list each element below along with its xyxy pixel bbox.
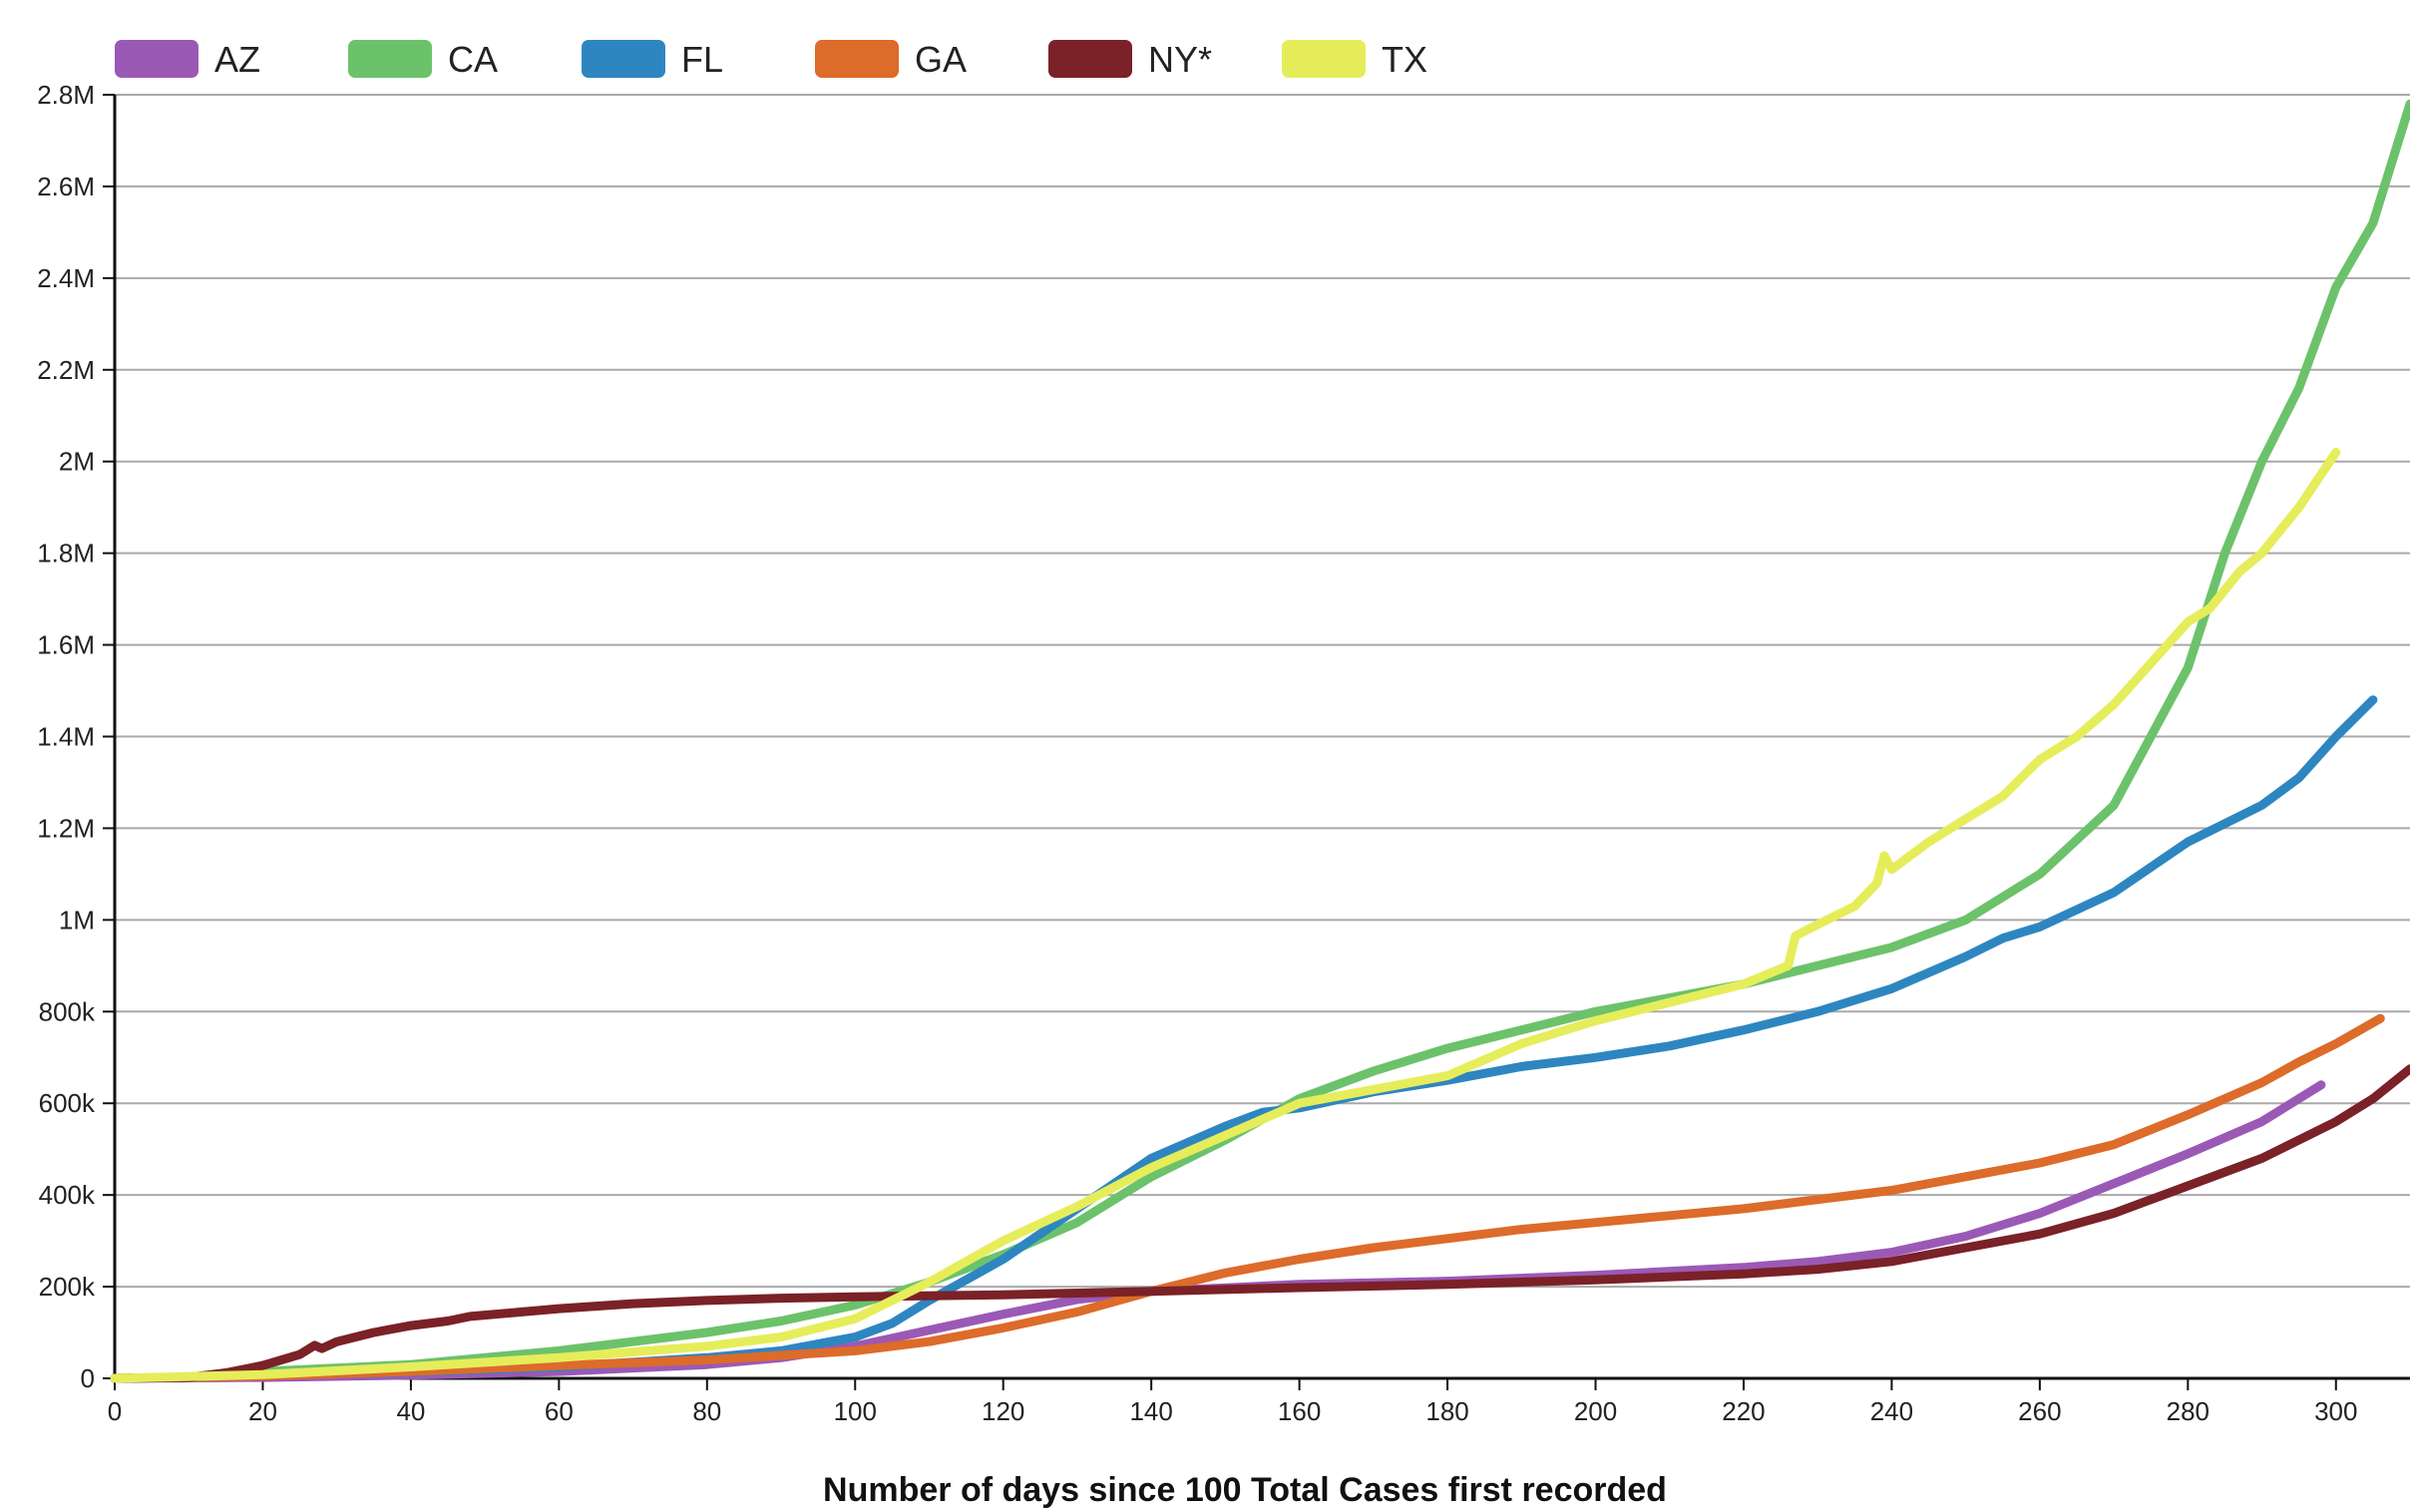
y-tick-label: 800k [39, 996, 96, 1026]
y-tick-label: 200k [39, 1272, 96, 1302]
y-tick-label: 2.6M [37, 172, 95, 201]
legend-label-ny: NY* [1148, 39, 1212, 80]
x-tick-label: 80 [692, 1396, 721, 1426]
x-axis-label: Number of days since 100 Total Cases fir… [823, 1471, 1667, 1509]
legend: AZ CA FL GA NY* TX [115, 39, 1427, 80]
axes: 0 200k 400k 600k 800k 1M 1.2M 1.4M 1.6M 1.8M 2M 2.2… [37, 80, 2410, 1426]
x-tick-label: 100 [834, 1396, 877, 1426]
series-lines [110, 99, 2410, 1383]
x-tick-label: 280 [2167, 1396, 2209, 1426]
y-tick-label: 1.8M [37, 539, 95, 568]
x-tick-label: 0 [108, 1396, 122, 1426]
legend-label-ca: CA [448, 39, 498, 80]
y-tick-label: 1.2M [37, 813, 95, 843]
series-line-ga [110, 1013, 2385, 1383]
y-tick-label: 2.8M [37, 80, 95, 110]
legend-swatch-ny [1048, 40, 1132, 78]
y-tick-label: 2.2M [37, 355, 95, 385]
x-tick-label: 120 [982, 1396, 1024, 1426]
legend-swatch-fl [582, 40, 665, 78]
legend-swatch-ca [348, 40, 432, 78]
y-tick-label: 0 [81, 1363, 95, 1393]
y-tick-label: 1.4M [37, 722, 95, 752]
x-tick-label: 60 [545, 1396, 574, 1426]
legend-label-tx: TX [1382, 39, 1427, 80]
x-tick-label: 160 [1278, 1396, 1321, 1426]
legend-label-ga: GA [915, 39, 967, 80]
x-tick-label: 240 [1870, 1396, 1913, 1426]
x-tick-label: 140 [1129, 1396, 1172, 1426]
y-tick-label: 1.6M [37, 630, 95, 660]
series-line-ny [110, 1064, 2410, 1383]
y-tick-label: 400k [39, 1180, 96, 1210]
x-tick-label: 40 [396, 1396, 425, 1426]
x-tick-label: 200 [1574, 1396, 1617, 1426]
x-tick-label: 180 [1425, 1396, 1468, 1426]
series-line-ca [110, 99, 2410, 1383]
grid-lines [115, 94, 2410, 1289]
series-line-fl [110, 695, 2378, 1383]
x-tick-label: 20 [248, 1396, 277, 1426]
y-tick-label: 2.4M [37, 263, 95, 293]
x-tick-label: 260 [2018, 1396, 2061, 1426]
y-tick-label: 600k [39, 1088, 96, 1118]
series-line-tx [110, 448, 2341, 1383]
x-tick-label: 220 [1722, 1396, 1765, 1426]
legend-swatch-ga [815, 40, 899, 78]
legend-swatch-tx [1282, 40, 1366, 78]
y-tick-label: 2M [59, 447, 95, 477]
y-tick-label: 1M [59, 905, 95, 935]
legend-label-fl: FL [681, 39, 723, 80]
x-tick-label: 300 [2314, 1396, 2357, 1426]
legend-label-az: AZ [214, 39, 260, 80]
legend-swatch-az [115, 40, 199, 78]
